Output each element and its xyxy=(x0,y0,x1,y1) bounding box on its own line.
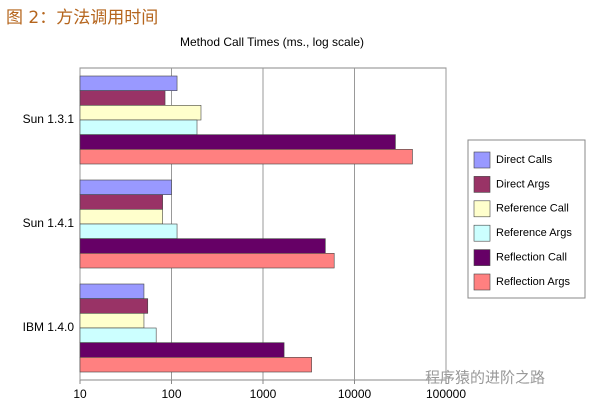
bar xyxy=(79,342,285,358)
legend-label: Reflection Args xyxy=(496,276,570,288)
legend-label: Direct Calls xyxy=(496,154,553,166)
legend-label: Reference Args xyxy=(496,227,572,239)
x-tick-label: 10 xyxy=(73,387,87,401)
bar xyxy=(79,223,178,239)
watermark: 程序猿的进阶之路 xyxy=(425,369,545,387)
page-title: 图 2：方法调用时间 xyxy=(6,8,158,28)
bar xyxy=(79,119,198,135)
bar xyxy=(79,327,157,343)
legend-swatch xyxy=(473,176,491,193)
legend-label: Reference Call xyxy=(496,203,569,215)
y-tick-label: Sun 1.3.1 xyxy=(23,112,75,126)
x-tick-label: 10000 xyxy=(338,387,372,401)
x-tick-label: 1000 xyxy=(250,387,277,401)
bar xyxy=(79,357,312,373)
legend-swatch xyxy=(473,151,491,169)
bar xyxy=(79,134,396,150)
legend-label: Reflection Call xyxy=(496,252,567,264)
bar xyxy=(79,238,326,254)
legend-swatch xyxy=(473,224,491,242)
legend-swatch xyxy=(473,200,491,218)
x-tick-label: 100 xyxy=(161,387,181,401)
bar xyxy=(79,298,149,314)
y-tick-label: IBM 1.4.0 xyxy=(23,320,75,334)
bar xyxy=(79,149,413,165)
legend-swatch xyxy=(473,249,491,266)
y-tick-label: Sun 1.4.1 xyxy=(23,216,75,230)
x-tick-label: 100000 xyxy=(426,387,466,401)
legend-label: Direct Args xyxy=(496,178,550,190)
bar xyxy=(79,209,163,225)
bar xyxy=(79,253,335,269)
legend-swatch xyxy=(473,273,491,291)
bar xyxy=(79,179,172,195)
bar xyxy=(79,105,202,121)
bar xyxy=(79,75,178,91)
bar xyxy=(79,90,166,106)
bar xyxy=(79,313,145,329)
bar xyxy=(79,283,145,299)
chart-title: Method Call Times (ms., log scale) xyxy=(180,35,364,49)
bar xyxy=(79,194,163,210)
